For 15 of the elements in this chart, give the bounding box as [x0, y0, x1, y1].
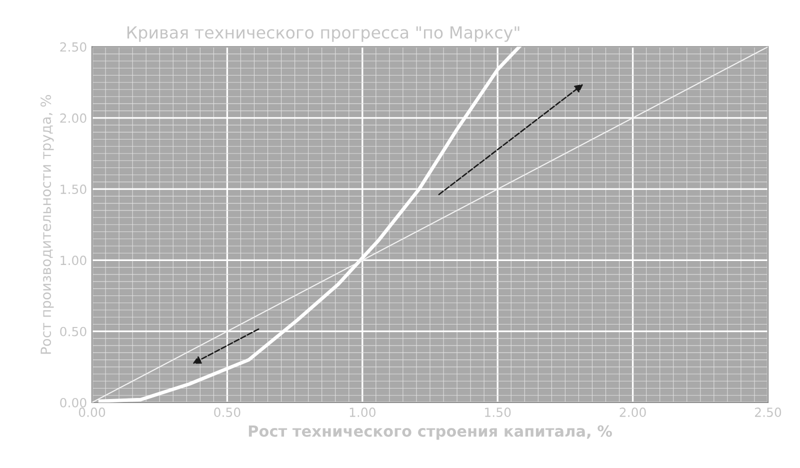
chart-title: Кривая технического прогресса "по Марксу": [127, 26, 520, 42]
x-tick-label: 0.50: [214, 408, 240, 418]
y-tick-label: 2.50: [60, 42, 86, 52]
y-axis-title: Рост производительности труда, %: [40, 94, 54, 354]
y-tick-label: 0.50: [60, 326, 86, 336]
x-axis-title: Рост технического строения капитала, %: [248, 425, 612, 440]
x-tick-label: 1.00: [350, 408, 376, 418]
x-tick-label: 2.00: [620, 408, 646, 418]
x-tick-label: 2.50: [755, 408, 782, 418]
y-tick-label: 0.00: [60, 398, 86, 408]
x-tick-label: 0.00: [78, 408, 106, 418]
y-tick-label: 1.50: [60, 184, 86, 194]
y-tick-label: 1.00: [60, 256, 86, 266]
x-tick-label: 1.50: [485, 408, 511, 418]
y-tick-label: 2.00: [60, 113, 86, 123]
